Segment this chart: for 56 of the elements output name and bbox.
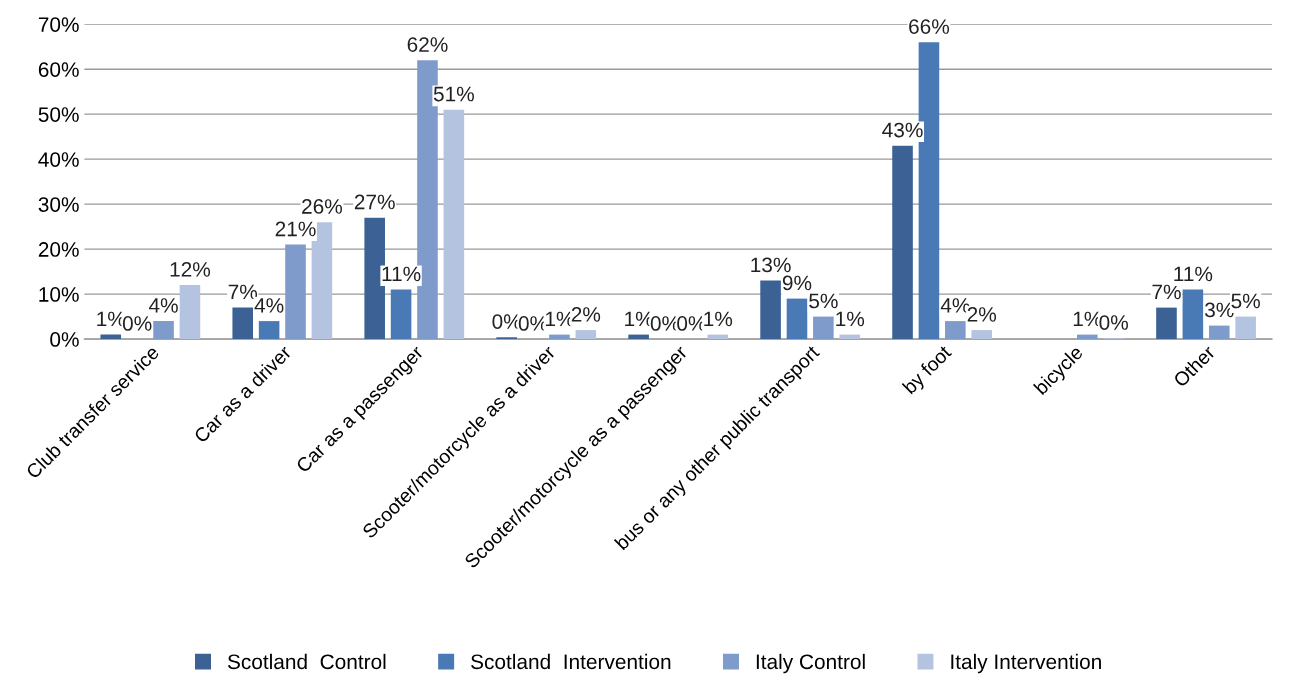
bar [390, 289, 412, 340]
bar [232, 307, 254, 340]
y-tick-label: 50% [38, 107, 79, 122]
data-label: 66% [909, 19, 950, 34]
x-tick-label: by foot [901, 344, 955, 398]
bar [1077, 334, 1098, 340]
data-label: 5% [809, 293, 838, 309]
y-tick-label: 60% [38, 62, 79, 77]
bar [1208, 325, 1230, 340]
data-label: 7% [1152, 284, 1181, 300]
data-label: 4% [148, 298, 178, 313]
bar [258, 321, 280, 340]
bar [971, 330, 993, 340]
y-tick-label: 40% [38, 152, 79, 167]
data-label: 13% [751, 257, 791, 273]
data-label: 4% [254, 298, 284, 313]
data-label: 2% [967, 307, 997, 322]
legend-label: Italy Control [756, 653, 865, 674]
data-label: 27% [354, 194, 395, 210]
bar [285, 244, 306, 340]
data-label: 2% [571, 307, 601, 322]
data-label: 21% [275, 221, 316, 237]
data-label: 51% [433, 86, 474, 102]
legend-label: Scotland Intervention [471, 653, 671, 670]
data-label: 62% [407, 37, 448, 52]
data-label: 43% [882, 122, 923, 138]
data-label: 1% [704, 311, 733, 327]
bar [1182, 289, 1204, 340]
bar [945, 321, 966, 340]
bar [628, 334, 649, 340]
y-tick-label: 10% [39, 287, 79, 302]
y-tick-label: 30% [38, 197, 79, 212]
data-label: 1% [836, 311, 865, 327]
y-tick-label: 20% [38, 242, 79, 257]
bar [786, 298, 808, 340]
legend-label: Italy Intervention [951, 653, 1101, 674]
bar [1156, 307, 1177, 340]
y-tick-label: 0% [50, 332, 79, 347]
bar [443, 109, 465, 340]
bar [760, 280, 781, 340]
data-label: 12% [170, 262, 211, 277]
data-label: 9% [782, 275, 812, 291]
data-label: 11% [382, 266, 421, 282]
bar [100, 334, 122, 340]
legend-label: Scotland Control [227, 653, 386, 670]
data-label: 7% [228, 284, 258, 300]
bar [839, 334, 861, 340]
bar [549, 334, 570, 340]
bar [1235, 316, 1256, 340]
data-label: 26% [302, 199, 343, 214]
bar [575, 330, 597, 340]
bar [892, 145, 913, 340]
bar [153, 321, 174, 340]
bar [179, 285, 201, 340]
data-label: 11% [1174, 266, 1213, 282]
y-tick-label: 70% [38, 17, 79, 32]
